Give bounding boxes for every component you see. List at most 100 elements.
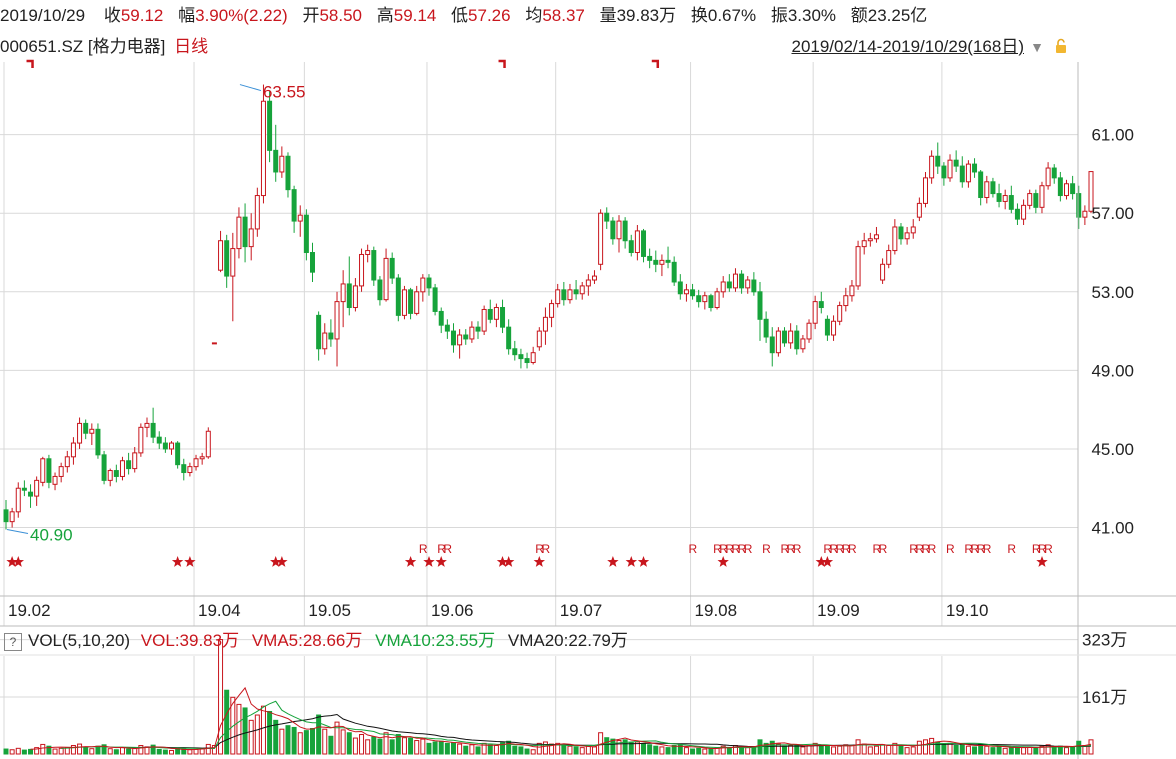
- candle: [211, 342, 217, 345]
- volume-bar: [119, 747, 125, 755]
- period-label[interactable]: 日线: [174, 37, 209, 56]
- candle-body: [947, 159, 953, 179]
- candle-body: [1033, 193, 1039, 208]
- r-marker: R: [983, 542, 992, 556]
- vol-indicator-name[interactable]: VOL(5,10,20): [28, 631, 131, 650]
- volume-legend: ? VOL(5,10,20) VOL:39.83万 VMA5:28.66万 VMA…: [0, 627, 1080, 655]
- volume-bar: [150, 744, 156, 755]
- volume-bar: [788, 744, 794, 755]
- candle: [432, 283, 438, 316]
- volume-bar: [984, 745, 990, 755]
- candle: [193, 454, 199, 471]
- candle-body: [923, 177, 928, 204]
- candle-body: [708, 295, 714, 309]
- volume-bar: [831, 746, 837, 755]
- candle-body: [291, 189, 297, 222]
- candle: [959, 156, 965, 188]
- candle-body: [328, 332, 334, 340]
- candle-body: [334, 301, 340, 340]
- candle: [156, 431, 162, 449]
- candle-body: [218, 240, 224, 271]
- candle: [708, 293, 714, 312]
- volume-bar: [279, 728, 285, 755]
- candle: [806, 319, 812, 343]
- candle: [199, 452, 205, 465]
- candle-body: [408, 289, 414, 314]
- volume-bar: [1051, 746, 1057, 755]
- candle: [21, 480, 27, 497]
- candle-body: [150, 422, 156, 438]
- star-icon: [496, 556, 509, 567]
- candle: [395, 274, 401, 322]
- volume-bar: [861, 743, 867, 755]
- candle-body: [610, 220, 616, 240]
- candle: [371, 246, 377, 286]
- candle: [598, 209, 604, 271]
- vma20-value: VMA20:22.79万: [507, 631, 628, 650]
- candle-body: [420, 277, 426, 293]
- x-tick-label: 19.07: [560, 601, 603, 620]
- candle: [420, 274, 426, 302]
- volume-series: [3, 639, 1094, 755]
- star-icon: [184, 556, 196, 567]
- help-icon[interactable]: ?: [4, 632, 22, 651]
- volume-bar: [1021, 747, 1027, 755]
- annotation-pointer: [239, 84, 262, 92]
- volume-bar: [248, 719, 254, 755]
- x-tick-label: 19.05: [308, 601, 351, 620]
- candle-body: [769, 336, 775, 354]
- vol-value: VOL:39.83万: [140, 631, 240, 650]
- volume-bar: [1088, 739, 1094, 755]
- volume-bar: [1070, 746, 1076, 755]
- candle-body: [438, 310, 444, 326]
- candle-body: [15, 487, 21, 513]
- candle-body: [450, 330, 456, 346]
- volume-bar: [923, 739, 928, 755]
- r-marker: R: [731, 542, 740, 556]
- avg-label: 均: [525, 6, 543, 25]
- candle: [953, 150, 959, 172]
- volume-bar: [622, 739, 628, 755]
- candle-body: [892, 226, 898, 252]
- volume-bar: [156, 748, 162, 755]
- volume-bar: [113, 749, 119, 755]
- candle: [812, 295, 818, 330]
- r-marker: R: [1038, 542, 1047, 556]
- candle: [34, 476, 40, 506]
- volume-bar: [941, 743, 947, 755]
- volume-bar: [690, 748, 696, 755]
- candle-body: [732, 273, 738, 289]
- candle-body: [653, 259, 659, 265]
- candle-body: [1027, 193, 1033, 206]
- flag-marker: [651, 59, 660, 68]
- volume-bar: [1008, 747, 1014, 755]
- volume-bar: [898, 745, 904, 755]
- date-range-selector[interactable]: 2019/02/14-2019/10/29(168日): [791, 37, 1024, 56]
- star-icon: [1036, 556, 1048, 567]
- x-tick-label: 19.06: [431, 601, 474, 620]
- close-label: 收: [103, 6, 121, 25]
- candle: [450, 323, 456, 353]
- candle: [83, 419, 89, 440]
- candle-body: [622, 220, 628, 242]
- volume-bar: [763, 742, 769, 755]
- candle-body: [156, 436, 162, 444]
- volume-bar: [64, 747, 70, 755]
- r-marker: R: [872, 542, 881, 556]
- volume-bar: [837, 745, 843, 755]
- candle-body: [316, 314, 322, 350]
- y-tick-label: 41.00: [1091, 519, 1134, 538]
- volume-bar: [800, 746, 806, 755]
- candle-body: [9, 511, 15, 523]
- candle-body: [696, 295, 702, 303]
- volume-bar: [910, 746, 916, 755]
- volume-bar: [205, 743, 211, 755]
- lock-icon[interactable]: [1054, 38, 1068, 54]
- volume-bar: [444, 742, 450, 755]
- dropdown-triangle-icon[interactable]: ▼: [1030, 39, 1044, 55]
- candle: [359, 248, 365, 292]
- candle-body: [702, 295, 708, 303]
- candle: [757, 281, 763, 341]
- candle-body: [95, 428, 101, 456]
